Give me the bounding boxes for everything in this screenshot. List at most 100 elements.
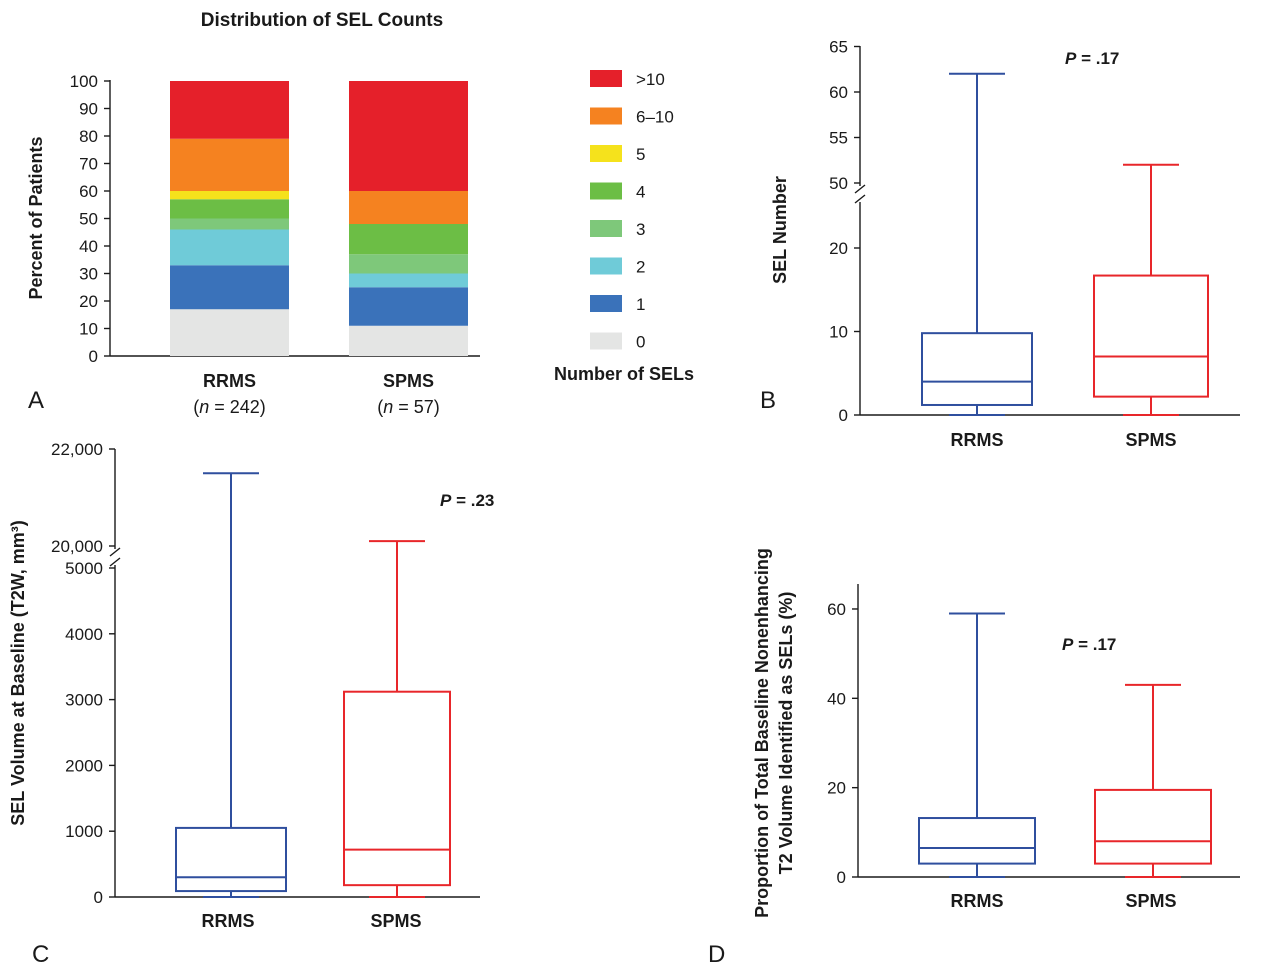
panel-a-x-label: SPMS — [383, 371, 434, 391]
box-spms — [1093, 274, 1209, 398]
panel-d-y-tick-label: 60 — [827, 600, 846, 619]
panel-a-y-tick-label: 80 — [79, 127, 98, 146]
legend-swatch — [590, 257, 622, 275]
panel-c-letter: C — [32, 941, 49, 965]
panel-a-letter: A — [28, 387, 44, 414]
panel-b-y-tick-label: 20 — [829, 239, 848, 258]
bar-segment-spms-1 — [349, 287, 468, 326]
legend-swatch — [590, 107, 622, 125]
panel-a-y-tick-label: 50 — [79, 210, 98, 229]
panel-b-box-plot: 0 10 20 50 55 60 65 RRMS SPMS P = .17 SEL Number… — [760, 38, 1240, 450]
panel-a-x-label: RRMS — [203, 371, 256, 391]
panel-c-axis-break-gap — [107, 549, 123, 565]
legend-swatch — [590, 145, 622, 162]
panel-a-y-tick-label: 0 — [89, 347, 98, 366]
panel-b-y-tick-label: 10 — [829, 323, 848, 342]
panel-d-y-tick-label: 20 — [827, 779, 846, 798]
panel-b-y-tick-label: 0 — [839, 406, 848, 425]
panel-c-box-plot: 0 1000 2000 3000 4000 5000 20,000 22,000 RRMS SPM… — [8, 440, 494, 965]
panel-c-y-tick-label: 4000 — [65, 625, 103, 644]
panel-a-y-label: Percent of Patients — [26, 136, 46, 299]
panel-c-y-tick-label: 1000 — [65, 822, 103, 841]
box-rrms — [175, 826, 287, 893]
panel-d-p-value: P = .17 — [1062, 635, 1116, 654]
bar-segment-rrms-5 — [170, 191, 289, 200]
legend-swatch — [590, 295, 622, 312]
panel-a-sample-size: (n = 242) — [193, 397, 266, 417]
panel-a-y-tick-label: 20 — [79, 292, 98, 311]
panel-b-p-value: P = .17 — [1065, 49, 1119, 68]
panel-b-x-label: SPMS — [1125, 430, 1176, 450]
bar-segment-rrms-7 — [170, 81, 289, 139]
bar-segment-rrms-1 — [170, 265, 289, 310]
panel-c-y-tick-label: 22,000 — [51, 440, 103, 459]
bar-segment-rrms-2 — [170, 229, 289, 266]
panel-c-x-label: RRMS — [202, 911, 255, 931]
panel-c-axis-break-mark — [109, 557, 121, 567]
panel-d-x-label: RRMS — [951, 891, 1004, 911]
box-rrms — [918, 817, 1036, 865]
panel-b-axis-break-mark — [854, 184, 866, 194]
panel-a-legend-title: Number of SELs — [554, 364, 694, 384]
panel-a-y-tick-label: 70 — [79, 155, 98, 174]
bar-segment-rrms-6 — [170, 138, 289, 191]
panel-a-y-tick-label: 90 — [79, 100, 98, 119]
box-spms — [1094, 788, 1212, 865]
panel-b-axis-break-gap — [852, 186, 868, 202]
box-spms — [343, 690, 451, 887]
panel-d-box-plot: 0 20 40 60 RRMS SPMS P = .17 Proportion of To… — [708, 548, 1240, 965]
bar-segment-spms-0 — [349, 325, 468, 356]
legend-label: 5 — [636, 145, 645, 164]
panel-c-y-tick-label: 5000 — [65, 559, 103, 578]
panel-b-y-label: SEL Number — [770, 176, 790, 284]
legend-label: 1 — [636, 295, 645, 314]
panel-a-y-tick-label: 30 — [79, 265, 98, 284]
panel-a-y-tick-label: 40 — [79, 237, 98, 256]
panel-d-x-label: SPMS — [1125, 891, 1176, 911]
bar-segment-rrms-3 — [170, 218, 289, 230]
panel-c-y-tick-label: 20,000 — [51, 537, 103, 556]
bar-segment-spms-4 — [349, 224, 468, 255]
panel-a-y-tick-label: 100 — [70, 72, 98, 91]
legend-swatch — [590, 70, 622, 87]
panel-b-x-label: RRMS — [951, 430, 1004, 450]
panel-c-y-tick-label: 3000 — [65, 691, 103, 710]
panel-d-y-label-line1: Proportion of Total Baseline Nonenhancin… — [752, 548, 772, 918]
legend-label: >10 — [636, 70, 665, 89]
bar-segment-spms-7 — [349, 81, 468, 191]
bar-segment-spms-3 — [349, 254, 468, 274]
panel-c-y-tick-label: 0 — [94, 888, 103, 907]
panel-d-y-tick-label: 0 — [837, 868, 846, 887]
panel-c-y-tick-label: 2000 — [65, 756, 103, 775]
panel-b-y-tick-label: 55 — [829, 129, 848, 148]
panel-b-letter: B — [760, 387, 776, 414]
panel-d-y-tick-label: 40 — [827, 689, 846, 708]
panel-a-sample-size: (n = 57) — [377, 397, 440, 417]
legend-label: 2 — [636, 258, 645, 277]
legend-label: 3 — [636, 220, 645, 239]
panel-b-y-tick-label: 65 — [829, 38, 848, 57]
legend-label: 4 — [636, 183, 645, 202]
legend-swatch — [590, 220, 622, 237]
panel-a-title: Distribution of SEL Counts — [201, 10, 443, 31]
legend-swatch — [590, 332, 622, 350]
panel-c-y-label: SEL Volume at Baseline (T2W, mm³) — [8, 520, 28, 825]
panel-a-y-tick-label: 10 — [79, 320, 98, 339]
panel-b-axis-break-mark — [854, 194, 866, 204]
legend-label: 6–10 — [636, 108, 674, 127]
bar-segment-rrms-4 — [170, 199, 289, 219]
panel-c-p-value: P = .23 — [440, 491, 494, 510]
box-rrms — [921, 332, 1033, 406]
panel-c-axis-break-mark — [109, 547, 121, 557]
panel-d-y-label-line2: T2 Volume Identified as SELs (%) — [776, 592, 796, 875]
panel-b-y-tick-label: 50 — [829, 174, 848, 193]
legend-swatch — [590, 182, 622, 200]
panel-a-stacked-bar-chart: Distribution of SEL Counts 0102030405060… — [26, 10, 694, 417]
panel-d-letter: D — [708, 941, 725, 965]
panel-b-y-tick-label: 60 — [829, 83, 848, 102]
panel-a-y-tick-label: 60 — [79, 182, 98, 201]
bar-segment-spms-6 — [349, 191, 468, 224]
bar-segment-spms-2 — [349, 273, 468, 288]
legend-label: 0 — [636, 333, 645, 352]
